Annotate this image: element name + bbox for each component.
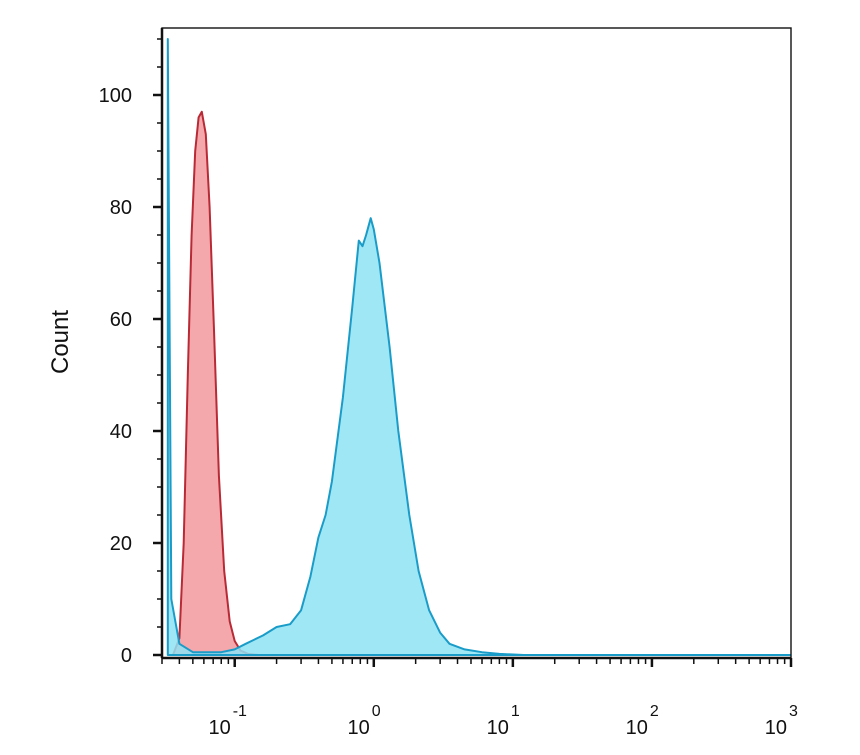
y-tick-label: 100 (99, 85, 132, 107)
x-tick-label: 10 (348, 717, 370, 739)
axes-layer (153, 27, 793, 667)
series-2-area (166, 38, 791, 656)
y-axis-label: Count (47, 310, 74, 374)
x-tick-exponent: 1 (511, 703, 520, 720)
x-tick-label: 10 (626, 717, 648, 739)
y-tick-label: 0 (121, 645, 132, 667)
y-tick-label: 40 (110, 421, 132, 443)
x-tick-exponent: 2 (650, 703, 659, 720)
x-tick-exponent: -1 (233, 703, 247, 720)
y-tick-label: 60 (110, 309, 132, 331)
x-tick-label: 10 (208, 717, 230, 739)
x-tick-exponent: 0 (372, 703, 381, 720)
series-1-area (172, 110, 791, 656)
y-tick-label: 80 (110, 197, 132, 219)
x-tick-label: 10 (487, 717, 509, 739)
series-layer (166, 38, 791, 656)
plot-frame (161, 27, 792, 659)
x-tick-label: 10 (765, 717, 787, 739)
y-tick-label: 20 (110, 533, 132, 555)
x-tick-exponent: 3 (789, 703, 798, 720)
